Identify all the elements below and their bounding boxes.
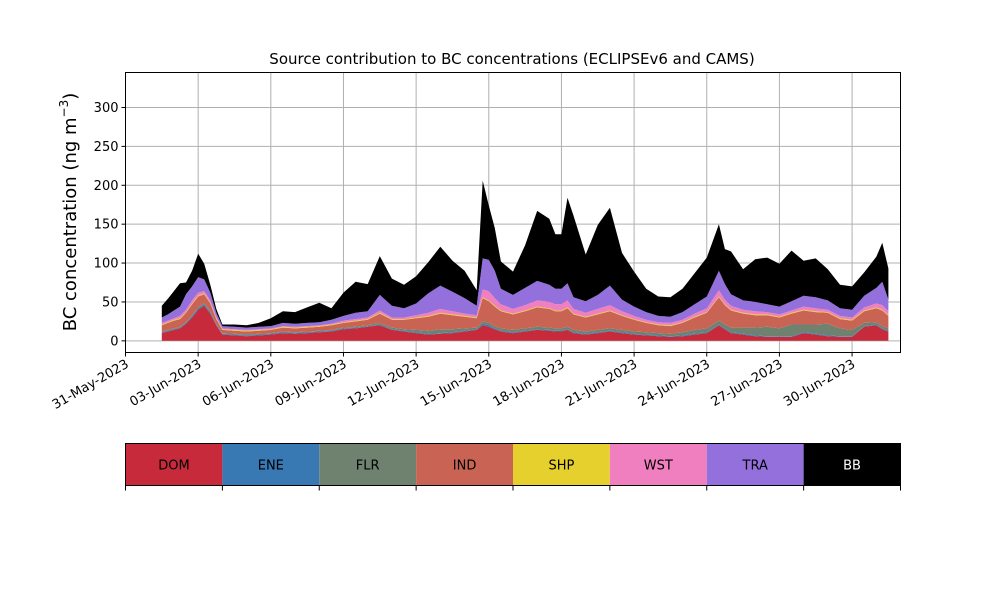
legend-label-flr: FLR (356, 459, 380, 474)
y-tick-label: 100 (94, 257, 119, 272)
chart-title: Source contribution to BC concentrations… (269, 50, 754, 68)
x-tick-label: 24-Jun-2023 (636, 357, 713, 410)
y-tick-label: 50 (102, 295, 119, 310)
x-tick-label: 27-Jun-2023 (709, 357, 786, 410)
area-ene (161, 304, 889, 337)
x-tick-label: 06-Jun-2023 (200, 357, 277, 410)
x-tick-label: 15-Jun-2023 (418, 357, 495, 410)
area-flr (161, 303, 889, 337)
area-tra (161, 258, 889, 330)
legend-label-tra: TRA (742, 459, 768, 474)
legend-swatch-wst (609, 443, 707, 486)
legend-label-bb: BB (843, 459, 861, 474)
legend-label-ind: IND (453, 459, 477, 474)
stacked-areas (161, 180, 889, 341)
legend-swatch-flr (319, 443, 417, 486)
legend-label-shp: SHP (549, 459, 575, 474)
x-tick-label: 30-Jun-2023 (781, 357, 858, 410)
legend: DOM ENE FLR IND SHP WST TRA BB (125, 443, 901, 491)
legend-swatch-bb (803, 443, 901, 486)
y-axis-label: BC concentration (ng m−3) (57, 93, 81, 332)
x-tick-label: 03-Jun-2023 (127, 357, 204, 410)
x-tick-label: 09-Jun-2023 (273, 357, 350, 410)
legend-swatch-ene (222, 443, 320, 486)
area-dom (161, 305, 889, 341)
area-bb (161, 180, 889, 328)
legend-label-wst: WST (644, 459, 673, 474)
legend-swatch-shp (513, 443, 610, 486)
y-axis-label-suffix: ) (60, 93, 81, 100)
y-tick-label: 250 (94, 140, 119, 155)
y-tick-label: 150 (94, 218, 119, 233)
y-tick-label: 300 (94, 101, 119, 116)
legend-label-ene: ENE (258, 459, 284, 474)
y-axis-label-text: BC concentration (ng m (60, 117, 81, 331)
y-tick-label: 200 (94, 179, 119, 194)
x-tick-label: 21-Jun-2023 (563, 357, 640, 410)
y-axis-label-exponent: −3 (57, 100, 71, 118)
x-tick-label: 31-May-2023 (50, 357, 132, 413)
legend-swatch-ind (416, 443, 513, 486)
area-wst (161, 289, 889, 331)
legend-swatch-tra (706, 443, 804, 486)
axis-ticks: 31-May-202303-Jun-202306-Jun-202309-Jun-… (50, 101, 858, 413)
legend-label-dom: DOM (158, 459, 189, 474)
x-tick-label: 12-Jun-2023 (345, 357, 422, 410)
legend-swatch-dom (125, 443, 223, 486)
area-ind (161, 294, 889, 335)
x-tick-label: 18-Jun-2023 (491, 357, 568, 410)
legend-frame (125, 443, 901, 486)
plot-frame (125, 72, 901, 353)
y-tick-label: 0 (110, 334, 118, 349)
